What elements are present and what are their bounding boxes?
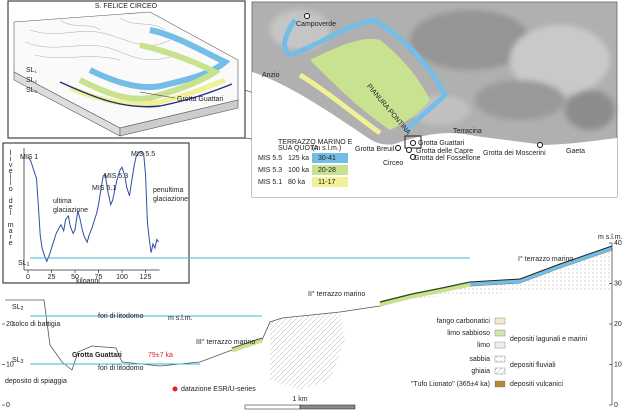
sea-level-line (27, 150, 160, 263)
group-label: depositi fluviali (510, 362, 556, 369)
legend-header: TERRAZZO MARINO E (278, 139, 353, 146)
legend-header: SUA QUOTA (278, 145, 319, 152)
map-place: Grotta del Fossellone (414, 155, 481, 162)
x-tick-label: 0 (26, 274, 30, 281)
legend-header: (m s.l.m.) (312, 145, 341, 152)
map-place: Circeo (383, 160, 403, 167)
left-tick-label: 20 (6, 321, 14, 328)
legend-range: 11-17 (318, 179, 335, 186)
right-tick-label: 20 (614, 321, 622, 328)
unit-label: m s.l.m. (168, 315, 193, 322)
x-tick-label: 75 (95, 274, 103, 281)
legend-swatch (312, 177, 348, 187)
feature-label: fori di litodomo (98, 365, 144, 372)
sea-level-panel: livello del mare kiloanni 0 25 50 75 100 125 M… (2, 142, 190, 285)
lithology-label: fango carbonatici (437, 318, 491, 325)
annotation: MIS 1 (20, 154, 38, 161)
feature-label: fori di litodomo (98, 313, 144, 320)
right-tick-label: 30 (614, 280, 622, 287)
legend-stage: MIS 5.3 (258, 167, 282, 174)
right-tick-label: 40 (614, 240, 622, 247)
date-label: 79±7 ka (148, 352, 173, 359)
terrace-label: III° terrazzo marino (196, 338, 255, 346)
scale-label: 1 km (292, 396, 307, 403)
cross-section: SL1 SL2 SL3 m s.l.m. m s.l.m. I° terrazz… (2, 234, 623, 410)
legend-stage: MIS 5.5 (258, 155, 282, 162)
legend-range: 20-28 (318, 167, 336, 174)
map-place: Anzio (262, 72, 280, 79)
legend-age: 100 ka (288, 167, 309, 174)
date-note: datazione ESR/U-series (181, 386, 256, 393)
annotation: glaciazione (153, 196, 188, 203)
right-tick-label: 0 (614, 402, 618, 409)
block-sl-label: SL2 (26, 77, 38, 84)
annotation: penultima (153, 187, 183, 194)
lithology-label: limo (477, 342, 490, 349)
sl-label: SL2 (12, 304, 24, 312)
annotation: MIS 5.1 (92, 185, 116, 192)
legend-age: 125 ka (288, 155, 309, 162)
feature-label: deposito di spiaggia (5, 378, 67, 385)
legend-range: 30-41 (318, 155, 336, 162)
left-tick-label: 0 (6, 402, 10, 409)
map-place: Grotta Breuil (355, 146, 395, 153)
annotation: ultima (53, 198, 72, 205)
lithology-label: ghiaia (471, 368, 490, 375)
legend-swatch (312, 153, 348, 163)
lithology-label: sabbia (469, 356, 490, 363)
terrace-label: I° terrazzo marino (518, 255, 573, 263)
y-axis-label: livello del mare (7, 150, 14, 246)
sl-label: SL1 (18, 260, 30, 268)
x-tick-label: 100 (116, 274, 128, 281)
lithology-label: "Tufo Lionato" (365±4 ka) (411, 381, 490, 388)
block-sl-label: SL1 (26, 67, 38, 74)
map-place: Grotta delle Capre (416, 148, 473, 155)
annotation: glaciazione (53, 207, 88, 214)
map: Campoverde Anzio PIANURA PONTINA Terraci… (251, 1, 618, 198)
block-cave-label: Grotta Guattari (177, 96, 224, 103)
legend-stage: MIS 5.1 (258, 179, 282, 186)
sl-label: SL3 (12, 357, 24, 365)
group-label: depositi lagunali e marini (510, 336, 587, 343)
legend-age: 80 ka (288, 179, 305, 186)
map-place: Terracina (453, 128, 482, 135)
feature-label: Grotta Guattari (72, 352, 122, 359)
left-tick-label: 10 (6, 361, 14, 368)
annotation: MIS 5.3 (104, 173, 128, 180)
map-place: Campoverde (296, 21, 336, 28)
map-place: Gaeta (566, 148, 585, 155)
map-legend: TERRAZZO MARINO E SUA QUOTA (m s.l.m.) M… (258, 139, 353, 187)
x-tick-label: 50 (71, 274, 79, 281)
x-tick-label: 25 (48, 274, 56, 281)
feature-label: solco di battigia (12, 321, 60, 328)
group-label: depositi vulcanici (510, 381, 563, 388)
terrace-label: II° terrazzo marino (308, 290, 365, 298)
block-diagram: S. FELICE CIRCEO SL1 SL2 SL3 Grotta Guat… (7, 0, 246, 139)
x-axis-label: kiloanni (76, 278, 100, 285)
right-tick-label: 10 (614, 361, 622, 368)
annotation: MIS 5.5 (131, 151, 155, 158)
lithology-label: limo sabbioso (447, 330, 490, 337)
x-tick-label: 125 (140, 274, 152, 281)
map-place: Grotta Guattari (418, 140, 465, 147)
block-title: S. FELICE CIRCEO (95, 3, 158, 10)
unit-label: m s.l.m. (598, 234, 623, 241)
block-sl-label: SL3 (26, 87, 38, 94)
map-place: Grotta dei Moscerini (483, 150, 546, 157)
legend-swatch (312, 165, 348, 175)
